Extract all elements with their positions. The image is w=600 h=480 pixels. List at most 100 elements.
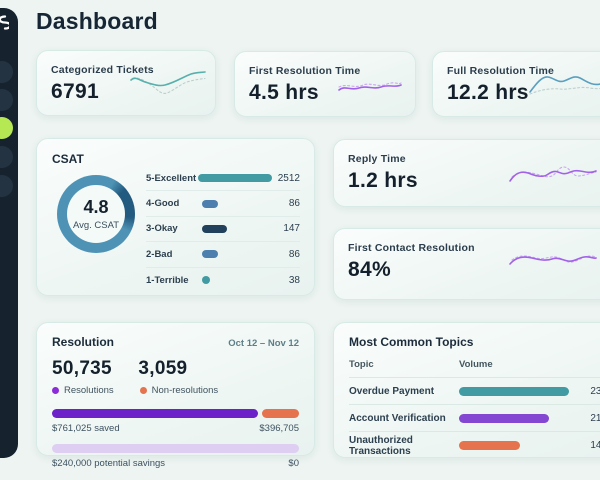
logo-icon — [0, 15, 9, 30]
csat-row-terrible: 1-Terrible 38 — [146, 268, 300, 293]
topic-bar — [459, 413, 549, 423]
topic-value: 147 — [590, 440, 600, 451]
non-resolutions-dot-icon — [139, 387, 147, 394]
stat-label: Reply Time — [348, 153, 406, 165]
rating-value: 38 — [288, 274, 300, 286]
stat-card-first-contact-resolution: First Contact Resolution 84% — [333, 228, 600, 300]
sidebar-nav-icon-1[interactable] — [0, 61, 13, 83]
csat-title: CSAT — [52, 152, 84, 166]
topic-label: Unauthorized Transactions — [349, 434, 413, 457]
column-header-volume: Volume — [459, 359, 493, 370]
resolutions-count: 50,735 — [52, 358, 112, 379]
savings-bar — [52, 409, 299, 418]
topic-bar-track — [459, 413, 577, 423]
stat-card-categorized-tickets: Categorized Tickets 6791 — [36, 50, 216, 116]
rating-bar — [202, 250, 218, 259]
topic-row-account-verification: Account Verification 217 — [349, 405, 600, 432]
legend-resolutions: Resolutions — [52, 385, 114, 396]
stat-value: 84% — [348, 258, 391, 281]
resolution-title: Resolution — [52, 335, 114, 349]
stat-label: First Resolution Time — [249, 65, 361, 77]
sparkline-first-contact-resolution — [509, 255, 597, 265]
sparkline-reply-time — [509, 166, 597, 182]
sparkline-categorized-tickets — [130, 71, 206, 94]
rating-bar-track — [202, 199, 270, 208]
savings-bar-non-resolutions — [262, 409, 299, 418]
topic-label: Overdue Payment — [349, 385, 435, 397]
savings-bar-resolutions — [52, 409, 259, 418]
csat-row-good: 4-Good 86 — [146, 191, 300, 217]
csat-row-okay: 3-Okay 147 — [146, 217, 300, 243]
csat-row-bad: 2-Bad 86 — [146, 242, 300, 268]
resolutions-dot-icon — [52, 387, 59, 394]
sparkline-full-resolution-time — [529, 76, 600, 95]
stat-card-first-resolution-time: First Resolution Time 4.5 hrs — [234, 51, 416, 117]
potential-savings-label: $240,000 potential savings — [52, 458, 166, 469]
csat-donut-chart: 4.8 Avg. CSAT — [57, 175, 135, 253]
csat-avg-value: 4.8 — [83, 197, 109, 217]
rating-bar-track — [202, 224, 270, 233]
csat-row-excellent: 5-Excellent 2512 — [146, 166, 300, 192]
rating-bar — [202, 224, 227, 233]
topic-value: 217 — [590, 412, 600, 424]
rating-bar-track — [202, 250, 270, 259]
rating-bar — [202, 276, 210, 285]
csat-card: CSAT 4.8 Avg. CSAT 5-Excellent 2512 4-Go… — [36, 138, 315, 296]
legend-label: Resolutions — [64, 385, 114, 396]
potential-savings-bar-fill — [52, 444, 299, 453]
rating-bar — [198, 174, 273, 183]
topics-title: Most Common Topics — [349, 335, 474, 349]
stat-label: Full Resolution Time — [447, 65, 555, 77]
non-resolutions-count: 3,059 — [138, 358, 188, 379]
topic-bar-track — [459, 386, 577, 396]
topic-label: Account Verification — [349, 412, 446, 424]
topic-bar — [459, 386, 569, 396]
legend-label: Non-resolutions — [151, 385, 219, 396]
rating-bar — [202, 199, 218, 208]
stat-label: First Contact Resolution — [348, 242, 475, 254]
stat-card-reply-time: Reply Time 1.2 hrs — [333, 139, 600, 207]
column-header-topic: Topic — [349, 359, 374, 370]
date-range: Oct 12 – Nov 12 — [228, 338, 299, 349]
stat-card-full-resolution-time: Full Resolution Time 12.2 hrs — [432, 51, 600, 117]
sidebar-nav-icon-4[interactable] — [0, 146, 13, 168]
saved-amount-label: $761,025 saved — [52, 423, 120, 434]
legend-non-resolutions: Non-resolutions — [139, 385, 219, 396]
rating-value: 2512 — [277, 172, 300, 184]
sidebar-nav-icon-5[interactable] — [0, 175, 13, 197]
stat-value: 1.2 hrs — [348, 169, 418, 192]
most-common-topics-card: Most Common Topics Topic Volume Overdue … — [333, 322, 600, 458]
topic-row-unauthorized-transactions: Unauthorized Transactions 147 — [349, 432, 600, 459]
csat-rating-list: 5-Excellent 2512 4-Good 86 3-Okay 147 2-… — [146, 166, 300, 293]
page-title: Dashboard — [36, 8, 158, 34]
rating-bar-track — [198, 174, 273, 183]
sidebar-nav-icon-3-active[interactable] — [0, 117, 13, 139]
rating-label: 1-Terrible — [146, 274, 189, 286]
topic-value: 236 — [590, 385, 600, 397]
csat-avg-label: Avg. CSAT — [72, 220, 120, 231]
sparkline-first-resolution-time — [338, 82, 402, 91]
potential-savings-bar — [52, 444, 299, 453]
topic-bar-track — [459, 441, 577, 450]
rating-label: 4-Good — [146, 198, 180, 210]
topic-bar — [459, 441, 520, 450]
rating-label: 3-Okay — [146, 223, 178, 235]
rating-label: 2-Bad — [146, 248, 173, 260]
potential-savings-right-label: $0 — [288, 458, 299, 469]
non-resolution-amount-label: $396,705 — [259, 423, 299, 434]
resolution-card: Resolution Oct 12 – Nov 12 50,735 3,059 … — [36, 322, 315, 469]
stat-value: 4.5 hrs — [249, 81, 319, 104]
rating-value: 86 — [288, 248, 300, 260]
topic-row-overdue-payment: Overdue Payment 236 — [349, 378, 600, 405]
rating-value: 86 — [288, 198, 300, 210]
topics-table-header: Topic Volume — [349, 359, 600, 378]
stat-value: 6791 — [51, 80, 99, 103]
rating-value: 147 — [283, 223, 300, 235]
sidebar — [0, 8, 18, 458]
sidebar-nav-icon-2[interactable] — [0, 89, 13, 111]
stat-label: Categorized Tickets — [51, 64, 154, 76]
stat-value: 12.2 hrs — [447, 81, 529, 104]
rating-bar-track — [202, 276, 270, 285]
rating-label: 5-Excellent — [146, 172, 197, 184]
